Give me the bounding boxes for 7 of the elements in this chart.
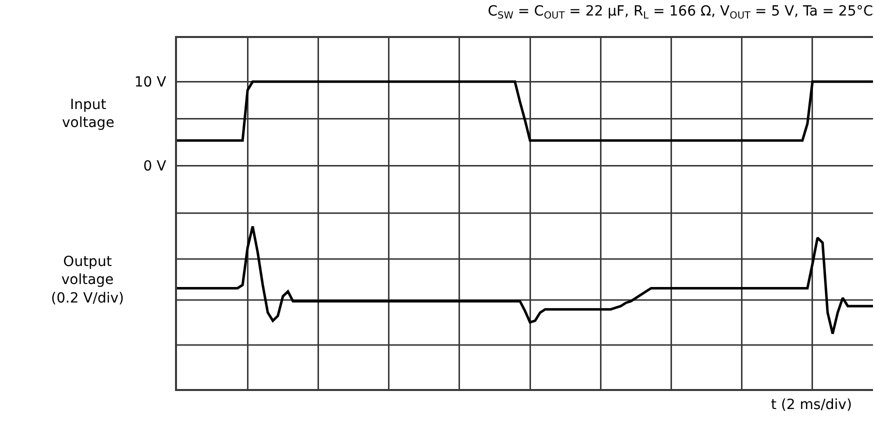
y-tick-label: 10 V (134, 74, 167, 91)
y-axis-title: Output voltage (0.2 V/div) (51, 254, 124, 306)
chart-title: C$_{SW}$ = C$_{OUT}$ = 22 μF, R$_{L}$ = 166 Ω, V$_{OUT}$ = 5 V, Ta = 25°C (488, 4, 873, 22)
x-axis-title: t (2 ms/div) (771, 397, 852, 413)
y-axis-title: Input voltage (62, 97, 114, 132)
line-series (177, 80, 873, 142)
y-tick-label: 0 V (143, 158, 167, 175)
